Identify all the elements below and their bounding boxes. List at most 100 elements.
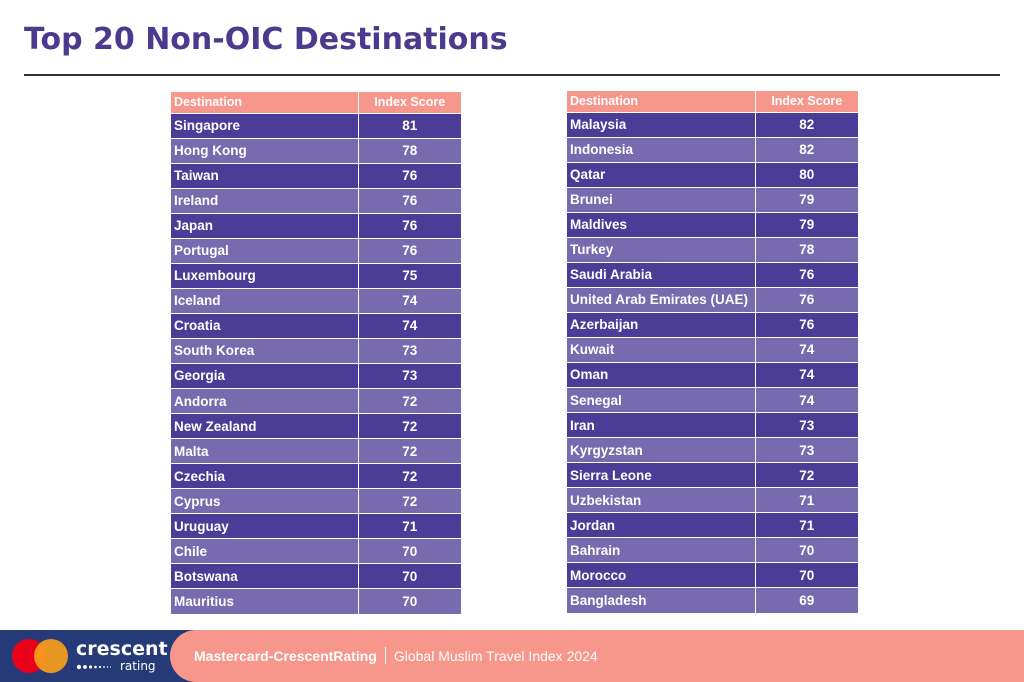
table-row: Luxembourg 75: [171, 262, 461, 289]
table-row: Ireland 76: [171, 187, 461, 214]
destination-cell: United Arab Emirates (UAE): [567, 286, 756, 313]
table-row: Sierra Leone 72: [567, 462, 858, 488]
index-score-cell: 69: [755, 587, 858, 613]
footer-publisher: Mastercard-CrescentRating: [194, 648, 377, 664]
footer-band: [170, 630, 1024, 682]
destination-cell: Hong Kong: [171, 137, 359, 164]
table-row: Morocco 70: [567, 562, 858, 588]
index-score-cell: 75: [358, 262, 461, 289]
index-score-cell: 73: [755, 412, 858, 438]
index-score-column-header: Index Score: [755, 91, 858, 112]
destination-cell: Oman: [567, 361, 756, 388]
destination-cell: Mauritius: [171, 588, 359, 614]
index-score-cell: 81: [358, 112, 461, 139]
table-row: Malaysia 82: [567, 111, 858, 138]
index-score-cell: 71: [755, 512, 858, 538]
index-score-cell: 70: [358, 538, 461, 564]
non-oic-table: Destination Index Score Singapore 81 Hong …: [171, 92, 461, 614]
page-title: Top 20 Non-OIC Destinations: [24, 22, 508, 57]
table-row: Czechia 72: [171, 463, 461, 489]
table-header-row: Destination Index Score: [171, 92, 461, 113]
index-score-cell: 79: [755, 211, 858, 238]
destination-cell: Sierra Leone: [567, 462, 756, 488]
index-score-cell: 72: [358, 463, 461, 489]
table-row: Brunei 79: [567, 186, 858, 213]
index-score-cell: 72: [358, 438, 461, 464]
index-score-cell: 78: [755, 236, 858, 263]
destination-cell: Georgia: [171, 362, 359, 389]
index-score-cell: 72: [358, 488, 461, 514]
table-row: Qatar 80: [567, 161, 858, 188]
table-row: New Zealand 72: [171, 413, 461, 439]
table-row: Portugal 76: [171, 237, 461, 264]
destination-cell: Bangladesh: [567, 587, 756, 613]
index-score-cell: 76: [358, 237, 461, 264]
index-score-cell: 74: [755, 361, 858, 388]
destination-cell: Portugal: [171, 237, 359, 264]
index-score-cell: 72: [358, 413, 461, 439]
index-score-cell: 71: [358, 513, 461, 539]
destination-column-header: Destination: [171, 92, 359, 113]
destination-cell: Morocco: [567, 562, 756, 588]
mastercard-yellow-circle: [34, 639, 68, 673]
destination-cell: Turkey: [567, 236, 756, 263]
index-score-cell: 72: [358, 388, 461, 414]
table-row: Japan 76: [171, 212, 461, 239]
index-score-cell: 82: [755, 111, 858, 138]
table-row: Indonesia 82: [567, 136, 858, 163]
table-row: Jordan 71: [567, 512, 858, 538]
mastercard-logo-icon: [12, 639, 68, 673]
table-row: Azerbaijan 76: [567, 311, 858, 338]
index-score-cell: 76: [358, 162, 461, 189]
table-row: Uzbekistan 71: [567, 487, 858, 513]
index-score-cell: 79: [755, 186, 858, 213]
destination-cell: New Zealand: [171, 413, 359, 439]
index-score-cell: 70: [358, 588, 461, 614]
index-score-column-header: Index Score: [358, 92, 461, 113]
index-score-cell: 70: [358, 563, 461, 589]
index-score-cell: 76: [358, 187, 461, 214]
table-row: Iran 73: [567, 412, 858, 438]
table-row: Iceland 74: [171, 287, 461, 314]
index-score-cell: 78: [358, 137, 461, 164]
index-score-cell: 76: [755, 286, 858, 313]
table-row: Malta 72: [171, 438, 461, 464]
destination-cell: Kuwait: [567, 336, 756, 363]
destination-column-header: Destination: [567, 91, 756, 112]
table-row: Singapore 81: [171, 112, 461, 139]
index-score-cell: 80: [755, 161, 858, 188]
destination-cell: Iceland: [171, 287, 359, 314]
index-score-cell: 74: [755, 336, 858, 363]
destination-cell: Taiwan: [171, 162, 359, 189]
table-row: Saudi Arabia 76: [567, 261, 858, 288]
destination-cell: Maldives: [567, 211, 756, 238]
table-row: Oman 74: [567, 361, 858, 388]
index-score-cell: 71: [755, 487, 858, 513]
destination-cell: Botswana: [171, 563, 359, 589]
table-row: Botswana 70: [171, 563, 461, 589]
destination-cell: Iran: [567, 412, 756, 438]
table-row: Andorra 72: [171, 388, 461, 414]
table-row: South Korea 73: [171, 337, 461, 364]
crescentrating-logo-sub: rating: [120, 659, 156, 673]
destination-cell: Senegal: [567, 387, 756, 413]
table-row: Kuwait 74: [567, 336, 858, 363]
destination-cell: Azerbaijan: [567, 311, 756, 338]
crescentrating-logo-name: crescent: [76, 638, 168, 660]
table-row: Hong Kong 78: [171, 137, 461, 164]
destination-cell: Uzbekistan: [567, 487, 756, 513]
table-row: Georgia 73: [171, 362, 461, 389]
destination-cell: Malta: [171, 438, 359, 464]
table-header-row: Destination Index Score: [567, 91, 858, 112]
destination-cell: Bahrain: [567, 537, 756, 563]
table-row: Croatia 74: [171, 312, 461, 339]
oic-table-body: Malaysia 82 Indonesia 82 Qatar 80 Brunei 79 Mald…: [567, 111, 858, 613]
destination-cell: Croatia: [171, 312, 359, 339]
destination-cell: Singapore: [171, 112, 359, 139]
table-row: Senegal 74: [567, 387, 858, 413]
destination-cell: Czechia: [171, 463, 359, 489]
destination-cell: Qatar: [567, 161, 756, 188]
index-score-cell: 82: [755, 136, 858, 163]
table-row: Mauritius 70: [171, 588, 461, 614]
table-row: Bahrain 70: [567, 537, 858, 563]
